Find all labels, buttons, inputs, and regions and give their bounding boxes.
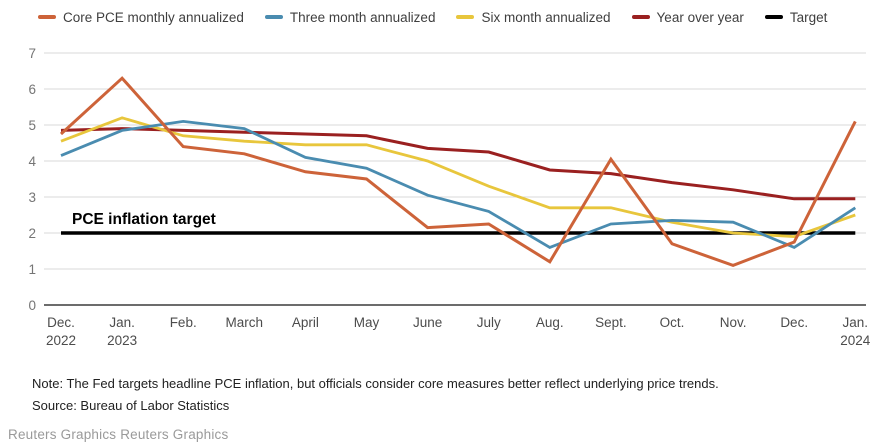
y-tick-label-0: 0: [28, 298, 36, 313]
target-line-swatch: [764, 15, 783, 19]
x-tick-label-13: Jan.: [843, 315, 869, 330]
chart-legend: Core PCE monthly annualized Three month …: [38, 8, 827, 26]
x-tick-label-11: Nov.: [720, 315, 747, 330]
series-line-three-month: [60, 119, 857, 249]
six-month-line-swatch: [456, 15, 475, 19]
source-text: Source: Bureau of Labor Statistics: [32, 398, 230, 413]
y-tick-label-3: 3: [28, 190, 36, 205]
y-tick-label-5: 5: [28, 118, 36, 133]
x-tick-sublabel-0: 2022: [46, 333, 76, 348]
x-tick-label-6: June: [413, 315, 442, 330]
x-tick-label-3: March: [226, 315, 264, 330]
x-tick-label-5: May: [354, 315, 380, 330]
y-tick-label-7: 7: [28, 46, 36, 61]
x-tick-label-0: Dec.: [47, 315, 75, 330]
x-tick-label-12: Dec.: [780, 315, 808, 330]
x-tick-label-7: July: [477, 315, 501, 330]
x-tick-sublabel-13: 2024: [840, 333, 871, 348]
y-tick-label-1: 1: [28, 262, 36, 277]
series-line-core-pce-monthly: [59, 76, 857, 267]
x-tick-label-1: Jan.: [109, 315, 135, 330]
core-pce-line-swatch: [38, 15, 56, 19]
note-text: Note: The Fed targets headline PCE infla…: [32, 376, 719, 391]
legend-item-core-pce: Core PCE monthly annualized: [38, 10, 244, 25]
y-tick-label-2: 2: [28, 226, 36, 241]
year-over-year-line-swatch: [631, 15, 650, 19]
x-tick-label-4: April: [292, 315, 319, 330]
y-tick-label-6: 6: [28, 82, 36, 97]
legend-item-target: Target: [764, 9, 828, 25]
x-tick-label-2: Feb.: [170, 315, 197, 330]
legend-label-six-month: Six month annualized: [481, 9, 611, 25]
x-tick-label-9: Sept.: [595, 315, 627, 330]
legend-label-target: Target: [789, 9, 828, 25]
y-tick-label-4: 4: [28, 154, 36, 169]
x-tick-label-8: Aug.: [536, 315, 564, 330]
x-tick-label-10: Oct.: [660, 315, 685, 330]
legend-item-year-over-year: Year over year: [631, 9, 744, 25]
x-tick-sublabel-1: 2023: [107, 333, 137, 348]
legend-item-three-month: Three month annualized: [264, 9, 436, 25]
pce-inflation-target-annotation: PCE inflation target: [72, 211, 216, 228]
series-line-year-over-year: [60, 127, 856, 201]
three-month-line-swatch: [264, 15, 283, 19]
legend-label-year-over-year: Year over year: [656, 9, 744, 25]
legend-item-six-month: Six month annualized: [456, 9, 611, 25]
reuters-graphics-link[interactable]: Reuters Graphics Reuters Graphics: [8, 427, 229, 442]
legend-label-three-month: Three month annualized: [289, 9, 436, 25]
legend-label-core-pce: Core PCE monthly annualized: [63, 9, 244, 25]
series-line-six-month: [60, 116, 856, 239]
